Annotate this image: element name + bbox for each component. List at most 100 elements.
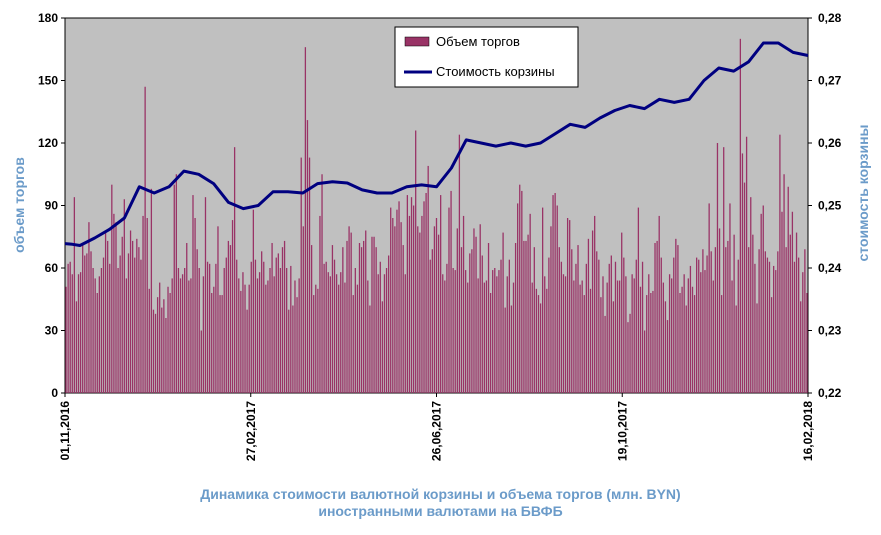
volume-bar bbox=[148, 288, 150, 393]
volume-bar bbox=[350, 232, 352, 393]
volume-bar bbox=[277, 253, 279, 393]
volume-bar bbox=[598, 259, 600, 393]
volume-bar bbox=[718, 228, 721, 393]
volume-bar bbox=[519, 184, 521, 393]
volume-bar bbox=[392, 218, 394, 393]
volume-bar bbox=[431, 249, 433, 393]
volume-bar bbox=[229, 245, 232, 393]
volume-bar bbox=[79, 272, 82, 393]
volume-bar bbox=[206, 261, 209, 393]
volume-bar bbox=[460, 247, 463, 393]
volume-bar bbox=[685, 305, 687, 393]
volume-bar bbox=[279, 268, 282, 393]
volume-bar bbox=[783, 174, 785, 393]
volume-bar bbox=[408, 215, 411, 393]
volume-bar bbox=[144, 86, 146, 393]
volume-bar bbox=[217, 226, 219, 393]
volume-bar bbox=[731, 280, 733, 393]
volume-bar bbox=[619, 280, 621, 393]
volume-bar bbox=[404, 274, 406, 393]
volume-bar bbox=[723, 147, 725, 393]
volume-bar bbox=[750, 197, 752, 393]
volume-bar bbox=[290, 265, 292, 393]
volume-bar bbox=[102, 257, 105, 393]
volume-bar bbox=[554, 193, 556, 393]
volume-bar bbox=[348, 226, 350, 393]
volume-bar bbox=[250, 261, 252, 393]
volume-bar bbox=[764, 251, 766, 393]
volume-bar bbox=[371, 236, 373, 393]
volume-bar bbox=[471, 249, 473, 393]
volume-bar bbox=[602, 276, 604, 393]
volume-bar bbox=[800, 301, 802, 393]
volume-bar bbox=[444, 280, 446, 393]
volume-bar bbox=[748, 247, 750, 393]
volume-bar bbox=[129, 230, 132, 393]
volume-bar bbox=[804, 249, 806, 393]
volume-bar bbox=[550, 226, 552, 393]
volume-bar bbox=[417, 226, 419, 393]
volume-bar bbox=[204, 197, 207, 393]
volume-bar bbox=[82, 245, 84, 393]
volume-bar bbox=[569, 220, 571, 393]
volume-bar bbox=[69, 261, 71, 393]
volume-bar bbox=[633, 278, 635, 393]
left-tick-label: 60 bbox=[45, 261, 59, 275]
volume-bar bbox=[107, 240, 109, 393]
volume-bar bbox=[77, 274, 80, 393]
left-tick-label: 180 bbox=[38, 11, 58, 25]
left-tick-label: 150 bbox=[38, 74, 58, 88]
volume-bar bbox=[329, 276, 331, 393]
volume-bar bbox=[271, 243, 273, 393]
volume-bar bbox=[248, 284, 250, 393]
volume-bar bbox=[756, 303, 758, 393]
volume-bar bbox=[223, 268, 225, 393]
volume-bar bbox=[365, 230, 367, 393]
volume-bar bbox=[315, 284, 317, 393]
volume-bar bbox=[579, 284, 581, 393]
volume-bar bbox=[400, 222, 402, 393]
volume-bar bbox=[319, 215, 321, 393]
right-tick-label: 0,28 bbox=[818, 11, 842, 25]
volume-bar bbox=[115, 222, 117, 393]
volume-bar bbox=[469, 253, 471, 393]
volume-bar bbox=[658, 215, 660, 393]
volume-bar bbox=[708, 203, 710, 393]
volume-bar bbox=[342, 247, 344, 393]
volume-bar bbox=[427, 165, 429, 393]
volume-bar bbox=[161, 307, 163, 393]
volume-bar bbox=[675, 238, 677, 393]
volume-bar bbox=[542, 207, 544, 393]
volume-bar bbox=[791, 211, 794, 393]
volume-bar bbox=[512, 282, 515, 393]
volume-bar bbox=[517, 203, 519, 393]
volume-bar bbox=[261, 251, 263, 393]
volume-bar bbox=[435, 218, 438, 393]
volume-bar bbox=[313, 295, 315, 393]
volume-bar bbox=[354, 268, 356, 393]
volume-bar bbox=[487, 243, 490, 393]
volume-bar bbox=[65, 286, 67, 393]
volume-bar bbox=[421, 215, 423, 393]
volume-bar bbox=[673, 257, 675, 393]
volume-bar bbox=[340, 272, 342, 393]
volume-bar bbox=[698, 259, 700, 393]
volume-bar bbox=[100, 268, 103, 393]
volume-bar bbox=[754, 263, 756, 393]
volume-bar bbox=[98, 276, 100, 393]
volume-bar bbox=[154, 313, 157, 393]
volume-bar bbox=[104, 230, 107, 393]
left-tick-label: 120 bbox=[38, 136, 58, 150]
volume-bar bbox=[346, 240, 348, 393]
volume-bar bbox=[639, 286, 642, 393]
volume-bar bbox=[700, 272, 702, 393]
volume-bar bbox=[737, 259, 739, 393]
volume-bar bbox=[273, 276, 275, 393]
volume-bar bbox=[298, 278, 300, 393]
volume-bar bbox=[333, 259, 336, 393]
volume-bar bbox=[566, 218, 569, 393]
volume-bar bbox=[267, 280, 269, 393]
volume-bar bbox=[396, 209, 398, 393]
volume-bar bbox=[233, 147, 236, 393]
volume-bar bbox=[173, 184, 175, 393]
